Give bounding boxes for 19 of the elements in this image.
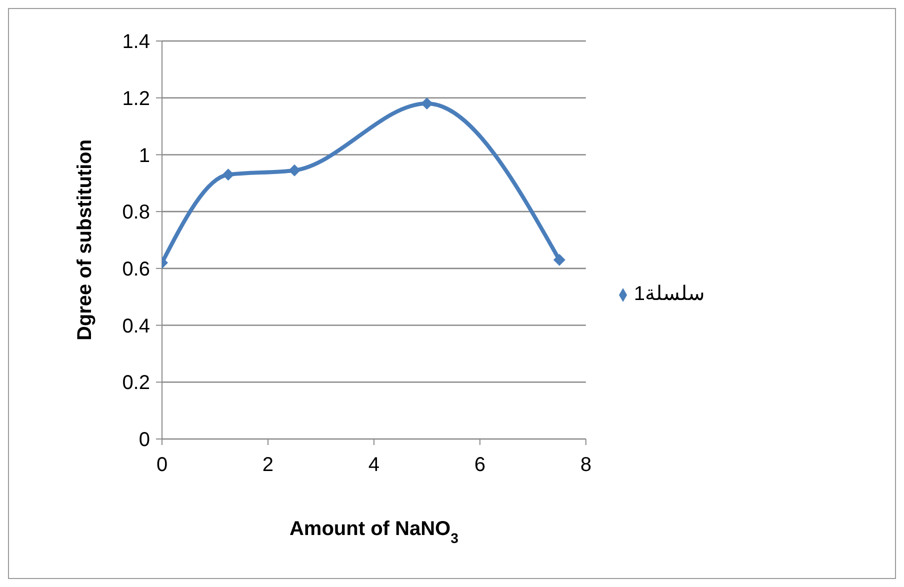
y-tick-label: 1.4 — [122, 31, 150, 54]
y-tick-label: 0.2 — [122, 372, 150, 394]
x-tick-label: 4 — [368, 454, 380, 476]
point — [288, 164, 300, 176]
x-tick-label: 8 — [580, 454, 592, 476]
x-tick-label: 2 — [262, 454, 274, 476]
x-tick-label: 6 — [474, 454, 486, 476]
x-axis-title: Amount of NaNO$_{3}$ — [289, 518, 459, 546]
y-tick-label: 0.4 — [122, 315, 150, 338]
y-tick-label: 1.2 — [122, 88, 150, 110]
y-tick-label: 1 — [138, 144, 150, 167]
x-tick-label: 0 — [156, 454, 168, 476]
y-axis-title: Dgree of substitution — [74, 139, 96, 341]
point — [553, 254, 566, 266]
y-tick-label: 0.8 — [122, 202, 150, 224]
point — [222, 168, 234, 181]
y-tick-label: 0 — [138, 429, 150, 452]
y-tick-label: 0.6 — [122, 258, 150, 281]
legend-label: سلسلة1 — [634, 283, 705, 305]
